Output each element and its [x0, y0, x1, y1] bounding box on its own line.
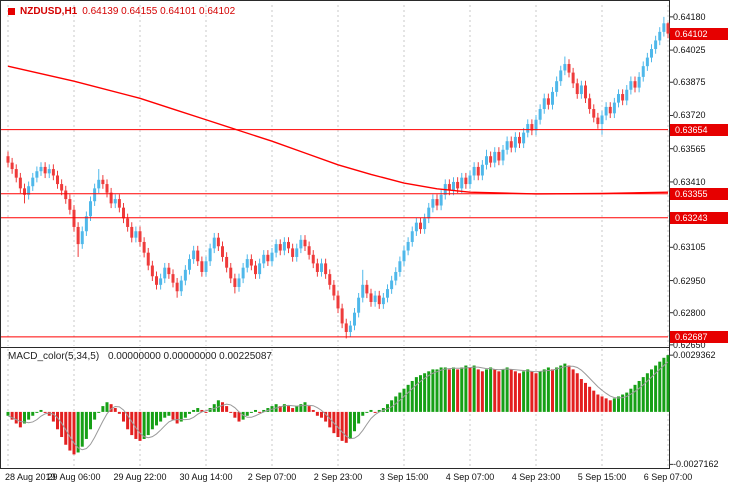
- price-axis-label: 0.63410: [673, 176, 706, 187]
- price-axis-label: 0.64180: [673, 11, 706, 22]
- price-axis-label: 0.62800: [673, 307, 706, 318]
- price-axis-label: 0.64025: [673, 45, 706, 56]
- macd-indicator-values: 0.00000000 0.00000000 0.00225087: [107, 351, 272, 362]
- price-badge: 0.62687: [670, 330, 728, 343]
- price-axis-label: 0.63105: [673, 242, 706, 253]
- time-axis-label: 2 Sep 23:00: [313, 472, 363, 482]
- macd-indicator-name: MACD_color(5,34,5): [8, 351, 100, 362]
- time-axis-label: 29 Aug 06:00: [47, 472, 101, 482]
- price-axis-label: 0.62950: [673, 275, 706, 286]
- chart-symbol-icon: [8, 8, 15, 15]
- price-badge: 0.63243: [670, 211, 728, 224]
- time-axis-label: 28 Aug 2019: [5, 472, 56, 482]
- price-axis-label: 0.62650: [673, 339, 706, 350]
- chart-title: NZDUSD,H1 0.64139 0.64155 0.64101 0.6410…: [8, 6, 235, 17]
- symbol-timeframe: NZDUSD,H1: [20, 6, 78, 17]
- time-axis-label: 5 Sep 15:00: [577, 472, 627, 482]
- price-axis-label: 0.63875: [673, 77, 706, 88]
- time-axis-label: 30 Aug 14:00: [179, 472, 233, 482]
- time-axis-label: 29 Aug 22:00: [113, 472, 167, 482]
- price-badge: 0.63355: [670, 187, 728, 200]
- time-axis-label: 2 Sep 07:00: [247, 472, 297, 482]
- time-axis-label: 4 Sep 07:00: [445, 472, 495, 482]
- macd-label: MACD_color(5,34,5) 0.00000000 0.00000000…: [8, 351, 278, 362]
- macd-histogram: [6, 355, 670, 455]
- ohlc-values: 0.64139 0.64155 0.64101 0.64102: [82, 6, 236, 17]
- price-axis-label: 0.63565: [673, 143, 706, 154]
- price-badge: 0.63654: [670, 123, 728, 136]
- price-badge: 0.64102: [670, 27, 728, 40]
- macd-axis-label: 0.0029362: [673, 350, 716, 361]
- time-axis-label: 3 Sep 15:00: [379, 472, 429, 482]
- macd-signal-line: [7, 361, 669, 451]
- macd-axis-label: -0.0027162: [673, 459, 719, 470]
- price-axis-label: 0.63720: [673, 110, 706, 121]
- moving-average-line: [7, 65, 669, 195]
- time-axis-label: 4 Sep 23:00: [511, 472, 561, 482]
- time-axis-label: 6 Sep 07:00: [643, 472, 693, 482]
- horizontal-level-lines: [1, 129, 668, 338]
- candles-layer: [6, 16, 670, 339]
